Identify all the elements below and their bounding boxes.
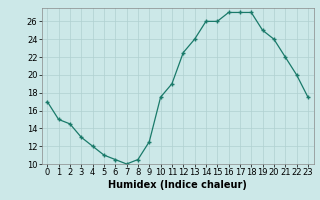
X-axis label: Humidex (Indice chaleur): Humidex (Indice chaleur) — [108, 180, 247, 190]
